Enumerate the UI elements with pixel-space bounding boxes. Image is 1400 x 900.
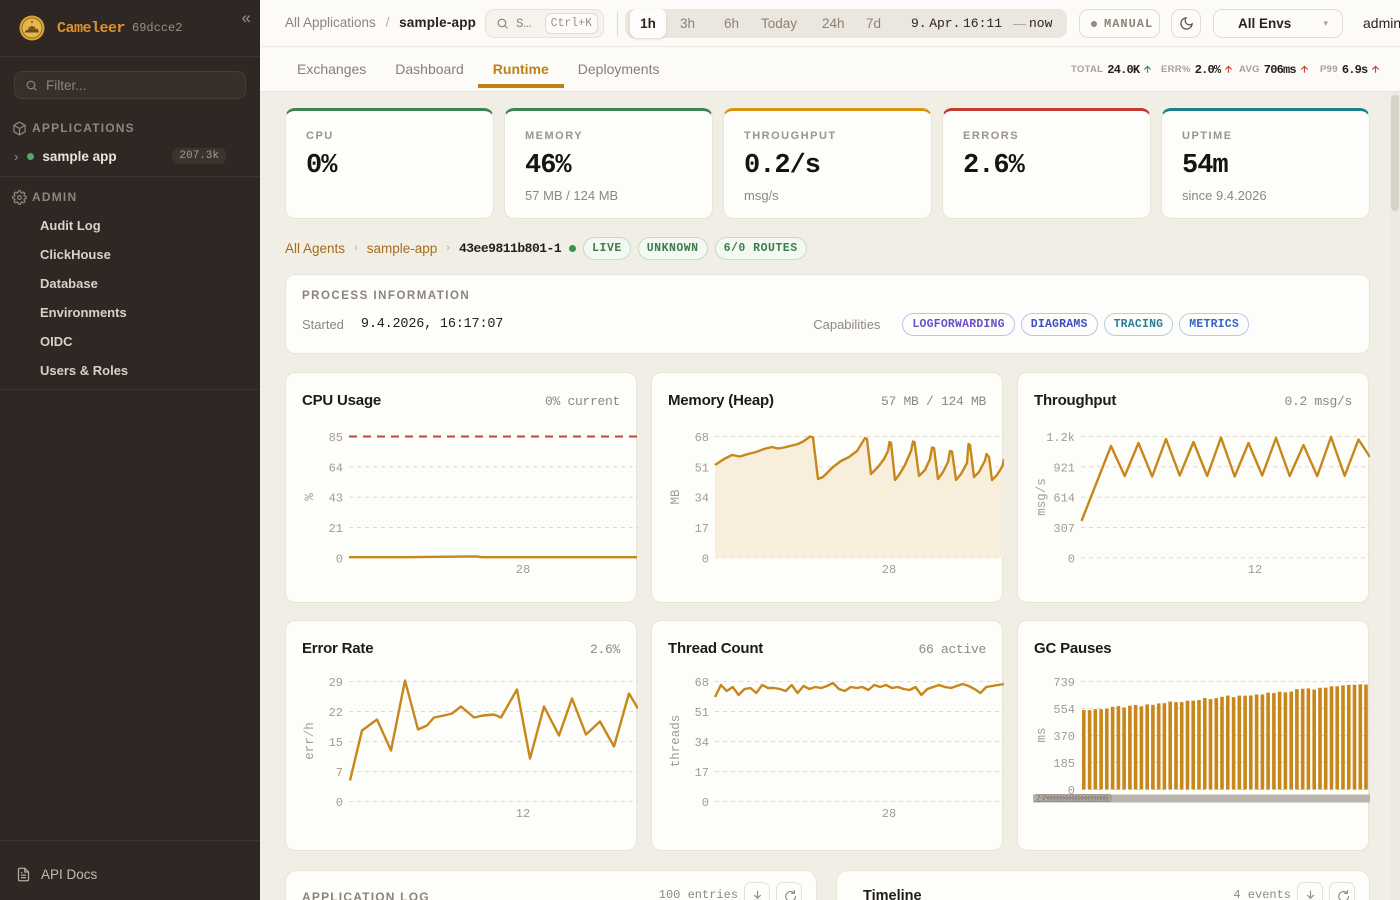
svg-text:msg/s: msg/s [1035, 478, 1049, 516]
svg-text:921: 921 [1053, 461, 1075, 475]
svg-text:28: 28 [882, 807, 896, 821]
svg-text:threads: threads [669, 715, 683, 768]
svg-text:0: 0 [336, 796, 343, 810]
svg-text:51: 51 [695, 706, 709, 720]
svg-text:22: 22 [329, 706, 343, 720]
svg-text:0: 0 [336, 552, 343, 566]
svg-text:15: 15 [329, 736, 343, 750]
svg-text:68: 68 [695, 431, 709, 445]
svg-text:29: 29 [329, 676, 343, 690]
svg-text:68: 68 [695, 676, 709, 690]
svg-text:MB: MB [669, 489, 683, 505]
svg-text:43: 43 [329, 492, 343, 506]
svg-text:554: 554 [1053, 703, 1075, 717]
svg-text:0: 0 [1068, 784, 1075, 798]
svg-text:34: 34 [695, 736, 709, 750]
svg-text:0: 0 [1068, 552, 1075, 566]
svg-text:12: 12 [516, 807, 530, 821]
svg-text:ms: ms [1035, 727, 1049, 742]
svg-text:1.2k: 1.2k [1046, 431, 1075, 445]
svg-text:51: 51 [695, 461, 709, 475]
svg-text:12: 12 [1248, 563, 1262, 577]
svg-text:0: 0 [702, 552, 709, 566]
svg-text:307: 307 [1053, 522, 1075, 536]
svg-text:7: 7 [336, 766, 343, 780]
svg-text:0: 0 [702, 796, 709, 810]
svg-text:739: 739 [1053, 676, 1075, 690]
svg-text:202000000000000000000000: 202000000000000000000000 [1034, 793, 1112, 806]
svg-text:64: 64 [329, 461, 343, 475]
svg-text:28: 28 [516, 563, 530, 577]
svg-text:21: 21 [329, 522, 343, 536]
svg-text:%: % [303, 493, 317, 501]
svg-text:17: 17 [695, 766, 709, 780]
svg-text:err/h: err/h [303, 722, 317, 760]
svg-text:28: 28 [882, 563, 896, 577]
svg-text:370: 370 [1053, 730, 1075, 744]
svg-text:614: 614 [1053, 492, 1075, 506]
svg-text:34: 34 [695, 492, 709, 506]
svg-text:185: 185 [1053, 757, 1075, 771]
svg-text:85: 85 [329, 431, 343, 445]
svg-text:17: 17 [695, 522, 709, 536]
